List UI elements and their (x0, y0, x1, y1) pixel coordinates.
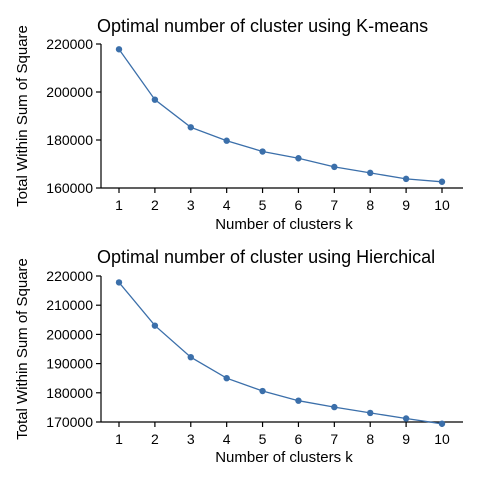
data-point (331, 403, 338, 411)
y-tick-label: 220000 (46, 36, 93, 52)
y-tick-label: 180000 (46, 385, 93, 401)
y-axis-title: Total Within Sum of Square (14, 25, 31, 207)
series-line (118, 48, 443, 183)
x-tick-label: 5 (259, 197, 267, 213)
y-axis-title: Total Within Sum of Square (14, 258, 31, 440)
y-tick-label: 210000 (46, 297, 93, 313)
data-point (331, 163, 338, 171)
x-axis-title: Number of clusters k (215, 216, 353, 233)
x-tick-label: 6 (295, 197, 303, 213)
x-tick-label: 10 (434, 431, 450, 447)
data-point (151, 96, 159, 103)
data-point (223, 137, 230, 144)
y-tick-label: 200000 (46, 84, 93, 100)
data-point (151, 322, 159, 329)
data-point (438, 420, 446, 427)
x-tick-label: 5 (259, 431, 267, 447)
data-point (259, 148, 266, 155)
x-axis-title: Number of clusters k (215, 449, 353, 466)
data-point (367, 409, 374, 417)
y-tick-label: 160000 (46, 180, 93, 196)
x-tick-label: 4 (223, 431, 231, 447)
series-line (118, 281, 443, 425)
y-tick-label: 180000 (46, 132, 93, 148)
x-tick-label: 1 (115, 197, 123, 213)
data-point (402, 175, 410, 183)
chart-title: Optimal number of cluster using Hierchic… (97, 247, 435, 267)
y-tick-label: 200000 (46, 326, 93, 342)
data-point (402, 415, 410, 422)
data-point (223, 375, 230, 382)
data-point (295, 397, 302, 404)
data-point (115, 46, 123, 53)
data-point (115, 279, 123, 286)
x-tick-label: 2 (151, 197, 159, 213)
x-tick-label: 7 (330, 197, 338, 213)
data-point (367, 169, 374, 177)
x-tick-label: 3 (187, 431, 195, 447)
data-point (187, 124, 194, 131)
chart-panel-1: Optimal number of cluster using K-means 1… (14, 16, 463, 233)
x-tick-label: 10 (434, 197, 450, 213)
x-tick-label: 8 (366, 197, 374, 213)
chart-panel-2: Optimal number of cluster using Hierchic… (14, 247, 463, 466)
x-tick-label: 9 (402, 197, 410, 213)
y-tick-label: 220000 (46, 268, 93, 284)
y-tick-label: 170000 (46, 414, 93, 430)
x-tick-label: 9 (402, 431, 410, 447)
x-tick-label: 7 (330, 431, 338, 447)
x-tick-label: 8 (366, 431, 374, 447)
data-point (259, 387, 266, 395)
x-tick-label: 6 (295, 431, 303, 447)
x-tick-label: 3 (187, 197, 195, 213)
x-tick-label: 2 (151, 431, 159, 447)
data-point (438, 178, 446, 185)
x-tick-label: 4 (223, 197, 231, 213)
x-tick-label: 1 (115, 431, 123, 447)
y-tick-label: 190000 (46, 356, 93, 372)
data-point (295, 155, 302, 162)
chart-title: Optimal number of cluster using K-means (97, 16, 428, 36)
data-point (187, 353, 194, 361)
